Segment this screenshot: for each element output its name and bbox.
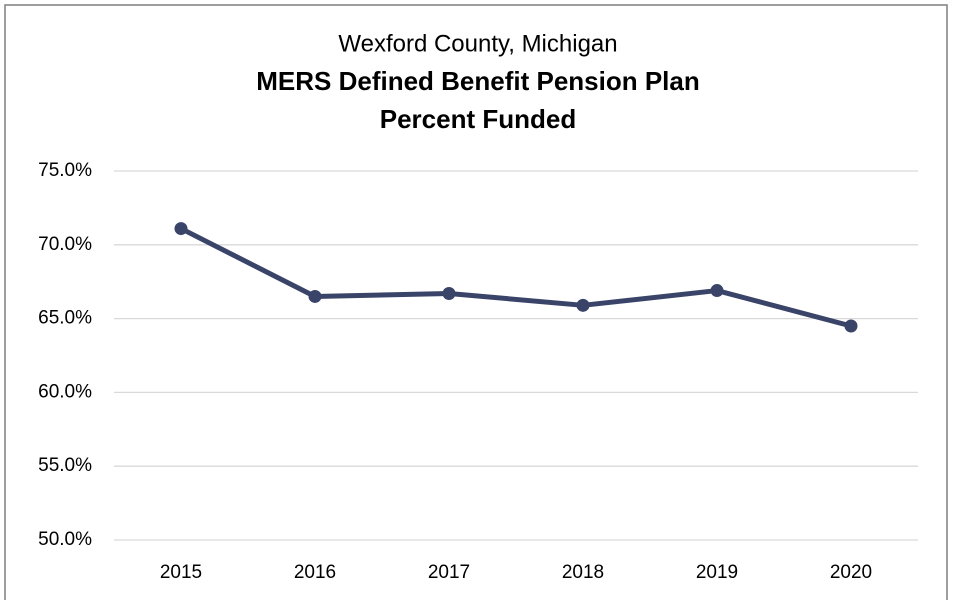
marker	[442, 287, 456, 301]
chart-subtitle: Wexford County, Michigan	[338, 30, 617, 57]
marker	[174, 222, 188, 236]
marker	[844, 319, 858, 333]
y-tick-label: 75.0%	[38, 160, 92, 181]
x-tick-label: 2015	[160, 562, 202, 583]
x-tick-label: 2016	[294, 562, 336, 583]
x-tick-label: 2018	[562, 562, 604, 583]
y-tick-label: 60.0%	[38, 381, 92, 402]
marker	[308, 289, 322, 303]
chart-title: Percent Funded	[380, 104, 576, 134]
y-tick-label: 70.0%	[38, 234, 92, 255]
y-tick-label: 55.0%	[38, 455, 92, 476]
x-tick-label: 2019	[696, 562, 738, 583]
x-tick-label: 2017	[428, 562, 470, 583]
chart-frame	[4, 4, 948, 600]
marker	[710, 284, 724, 298]
y-tick-label: 50.0%	[38, 529, 92, 550]
y-tick-label: 65.0%	[38, 308, 92, 329]
marker	[576, 298, 590, 312]
line	[179, 226, 852, 329]
x-tick-label: 2020	[830, 562, 872, 583]
chart-title: MERS Defined Benefit Pension Plan	[256, 66, 700, 96]
